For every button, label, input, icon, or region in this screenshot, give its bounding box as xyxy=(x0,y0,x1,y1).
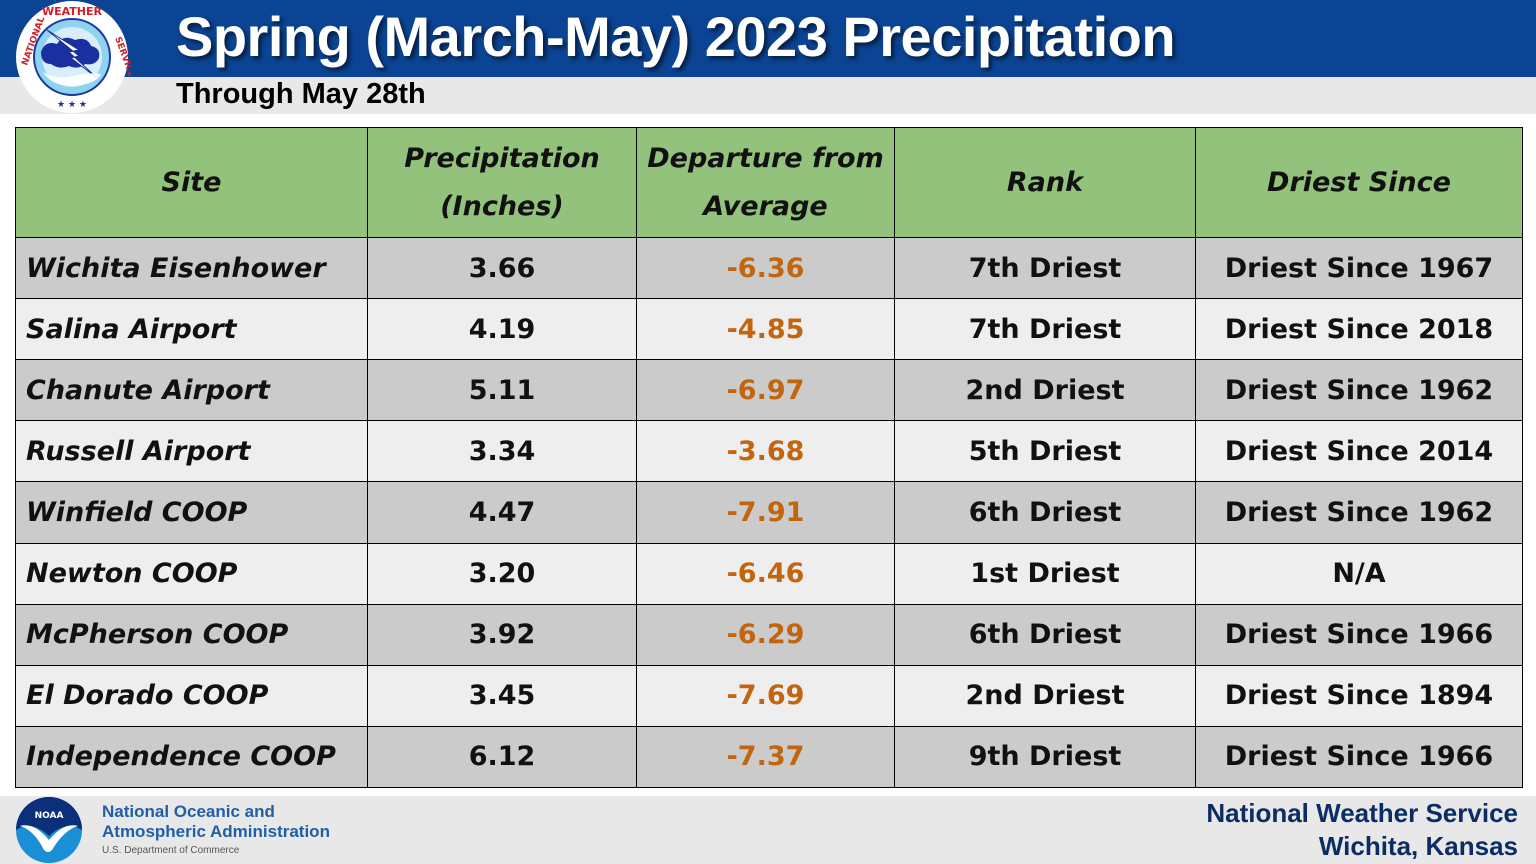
noaa-name-line2: Atmospheric Administration xyxy=(102,822,330,841)
svg-text:NOAA: NOAA xyxy=(35,811,64,821)
driest-since-cell: N/A xyxy=(1195,542,1523,605)
precip-cell: 3.20 xyxy=(367,542,637,605)
driest-since-cell: Driest Since 1966 xyxy=(1195,603,1523,666)
site-cell: McPherson COOP xyxy=(15,603,368,666)
table-row: El Dorado COOP 3.45 -7.69 2nd Driest Dri… xyxy=(15,664,1523,727)
departure-cell: -7.37 xyxy=(636,725,895,789)
departure-cell: -7.91 xyxy=(636,481,895,544)
column-header-label: Driest Since xyxy=(1267,166,1451,198)
rank-cell: 7th Driest xyxy=(894,298,1196,361)
site-cell: Chanute Airport xyxy=(15,359,368,422)
precip-cell: 3.34 xyxy=(367,420,637,483)
table-row: Newton COOP 3.20 -6.46 1st Driest N/A xyxy=(15,542,1523,605)
page-subtitle: Through May 28th xyxy=(176,78,426,110)
site-cell: El Dorado COOP xyxy=(15,664,368,727)
nws-office-label: National Weather Service Wichita, Kansas xyxy=(1206,797,1518,863)
rank-cell: 2nd Driest xyxy=(894,664,1196,727)
column-header-label: Precipitation xyxy=(404,142,600,174)
driest-since-cell: Driest Since 2018 xyxy=(1195,298,1523,361)
column-header-label: Rank xyxy=(1006,166,1084,198)
precip-cell: 4.19 xyxy=(367,298,637,361)
column-header-rank: Rank xyxy=(894,127,1196,238)
site-cell: Newton COOP xyxy=(15,542,368,605)
column-header-label: Average xyxy=(703,190,828,222)
departure-cell: -6.46 xyxy=(636,542,895,605)
departure-cell: -4.85 xyxy=(636,298,895,361)
site-cell: Wichita Eisenhower xyxy=(15,236,368,300)
subtitle-band xyxy=(0,77,1536,114)
departure-cell: -6.29 xyxy=(636,603,895,666)
departure-cell: -6.36 xyxy=(636,236,895,300)
noaa-logo-icon: NOAA xyxy=(16,797,82,863)
driest-since-cell: Driest Since 1966 xyxy=(1195,725,1523,789)
table-row: Chanute Airport 5.11 -6.97 2nd Driest Dr… xyxy=(15,359,1523,422)
column-header-label: Site xyxy=(161,166,222,198)
precip-cell: 5.11 xyxy=(367,359,637,422)
table-row: Wichita Eisenhower 3.66 -6.36 7th Driest… xyxy=(15,236,1523,300)
noaa-name: National Oceanic and Atmospheric Adminis… xyxy=(102,802,330,842)
nws-office-line2: Wichita, Kansas xyxy=(1318,831,1518,861)
svg-text:★ ★ ★: ★ ★ ★ xyxy=(57,100,87,110)
precipitation-table: Site Precipitation (Inches) Departure fro… xyxy=(15,127,1523,789)
departure-cell: -7.69 xyxy=(636,664,895,727)
table-row: Independence COOP 6.12 -7.37 9th Driest … xyxy=(15,725,1523,789)
precip-cell: 4.47 xyxy=(367,481,637,544)
site-cell: Salina Airport xyxy=(15,298,368,361)
precip-cell: 3.66 xyxy=(367,236,637,300)
site-cell: Winfield COOP xyxy=(15,481,368,544)
driest-since-cell: Driest Since 1962 xyxy=(1195,481,1523,544)
departure-cell: -6.97 xyxy=(636,359,895,422)
site-cell: Independence COOP xyxy=(15,725,368,789)
noaa-department: U.S. Department of Commerce xyxy=(102,845,240,856)
nws-office-line1: National Weather Service xyxy=(1206,798,1518,828)
driest-since-cell: Driest Since 1894 xyxy=(1195,664,1523,727)
column-header-precipitation: Precipitation (Inches) xyxy=(367,127,637,238)
precip-cell: 3.45 xyxy=(367,664,637,727)
driest-since-cell: Driest Since 1962 xyxy=(1195,359,1523,422)
precip-cell: 3.92 xyxy=(367,603,637,666)
table-row: Winfield COOP 4.47 -7.91 6th Driest Drie… xyxy=(15,481,1523,544)
site-cell: Russell Airport xyxy=(15,420,368,483)
nws-logo-icon: WEATHER NATIONAL SERVICE ★ ★ ★ xyxy=(16,1,131,113)
table-row: Russell Airport 3.34 -3.68 5th Driest Dr… xyxy=(15,420,1523,483)
svg-text:WEATHER: WEATHER xyxy=(42,5,103,18)
rank-cell: 6th Driest xyxy=(894,603,1196,666)
footer-band xyxy=(0,796,1536,864)
table-header-row: Site Precipitation (Inches) Departure fro… xyxy=(15,127,1523,238)
precip-cell: 6.12 xyxy=(367,725,637,789)
rank-cell: 5th Driest xyxy=(894,420,1196,483)
page-title: Spring (March-May) 2023 Precipitation xyxy=(176,5,1176,68)
table-row: McPherson COOP 3.92 -6.29 6th Driest Dri… xyxy=(15,603,1523,666)
noaa-name-line1: National Oceanic and xyxy=(102,802,275,821)
rank-cell: 2nd Driest xyxy=(894,359,1196,422)
title-band xyxy=(0,0,1536,77)
rank-cell: 6th Driest xyxy=(894,481,1196,544)
table-row: Salina Airport 4.19 -4.85 7th Driest Dri… xyxy=(15,298,1523,361)
departure-cell: -3.68 xyxy=(636,420,895,483)
driest-since-cell: Driest Since 1967 xyxy=(1195,236,1523,300)
column-header-label: Departure from xyxy=(647,142,884,174)
column-header-driest-since: Driest Since xyxy=(1195,127,1523,238)
rank-cell: 9th Driest xyxy=(894,725,1196,789)
column-header-departure: Departure from Average xyxy=(636,127,895,238)
column-header-site: Site xyxy=(15,127,368,238)
rank-cell: 1st Driest xyxy=(894,542,1196,605)
rank-cell: 7th Driest xyxy=(894,236,1196,300)
column-header-label: (Inches) xyxy=(440,190,564,222)
driest-since-cell: Driest Since 2014 xyxy=(1195,420,1523,483)
